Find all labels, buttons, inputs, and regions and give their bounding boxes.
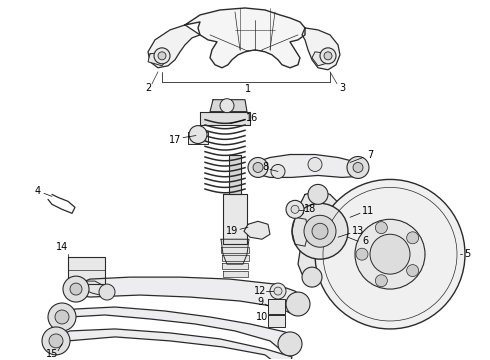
Text: 6: 6 (362, 236, 368, 246)
Circle shape (407, 232, 418, 244)
Polygon shape (302, 28, 340, 70)
Polygon shape (222, 263, 248, 269)
Polygon shape (188, 131, 208, 144)
Text: 1: 1 (245, 84, 251, 94)
Circle shape (220, 99, 234, 113)
Circle shape (308, 184, 328, 204)
Circle shape (370, 234, 410, 274)
Text: 17: 17 (169, 135, 181, 145)
Polygon shape (287, 205, 303, 213)
Text: 18: 18 (304, 204, 316, 214)
Text: 3: 3 (339, 83, 345, 93)
Polygon shape (298, 192, 345, 277)
Circle shape (63, 276, 89, 302)
Circle shape (347, 157, 369, 179)
Text: 9: 9 (257, 297, 263, 307)
Circle shape (189, 126, 207, 144)
Circle shape (270, 283, 286, 299)
Circle shape (375, 222, 388, 234)
Text: 19: 19 (226, 226, 238, 236)
Text: 5: 5 (464, 249, 470, 259)
Text: 11: 11 (362, 206, 374, 216)
Circle shape (49, 334, 63, 348)
Circle shape (55, 310, 69, 324)
Polygon shape (222, 271, 247, 277)
Circle shape (320, 48, 336, 64)
Polygon shape (255, 154, 360, 177)
Circle shape (292, 203, 348, 259)
Circle shape (154, 48, 170, 64)
Circle shape (356, 248, 368, 260)
Polygon shape (268, 315, 285, 327)
Circle shape (48, 303, 76, 331)
Circle shape (312, 223, 328, 239)
Circle shape (291, 205, 299, 213)
Polygon shape (268, 299, 285, 314)
Circle shape (158, 52, 166, 60)
Circle shape (99, 284, 115, 300)
Polygon shape (221, 239, 249, 264)
Circle shape (315, 179, 465, 329)
Circle shape (407, 265, 418, 276)
Polygon shape (148, 52, 168, 66)
Polygon shape (223, 194, 247, 244)
Text: 13: 13 (352, 226, 364, 236)
Polygon shape (210, 100, 247, 112)
Polygon shape (229, 154, 241, 194)
Circle shape (375, 275, 388, 287)
Text: 7: 7 (367, 149, 373, 159)
Text: 10: 10 (256, 312, 268, 322)
Polygon shape (148, 25, 200, 68)
Polygon shape (221, 247, 249, 253)
Text: 4: 4 (35, 186, 41, 197)
Polygon shape (221, 255, 248, 261)
Text: 8: 8 (262, 162, 268, 172)
Polygon shape (68, 257, 105, 284)
Circle shape (42, 327, 70, 355)
Circle shape (278, 332, 302, 356)
Polygon shape (200, 112, 250, 125)
Circle shape (355, 219, 425, 289)
Polygon shape (292, 217, 308, 246)
Circle shape (70, 283, 82, 295)
Circle shape (286, 292, 310, 316)
Polygon shape (54, 329, 292, 360)
Circle shape (286, 201, 304, 218)
Text: 14: 14 (56, 242, 68, 252)
Circle shape (274, 287, 282, 295)
Text: 16: 16 (246, 113, 258, 123)
Circle shape (353, 162, 363, 172)
Text: 2: 2 (145, 83, 151, 93)
Circle shape (248, 157, 268, 177)
Circle shape (324, 52, 332, 60)
Circle shape (304, 215, 336, 247)
Polygon shape (244, 221, 270, 239)
Text: 12: 12 (254, 286, 266, 296)
Circle shape (302, 267, 322, 287)
Text: 15: 15 (46, 349, 58, 359)
Circle shape (308, 157, 322, 171)
Polygon shape (185, 8, 305, 68)
Polygon shape (70, 277, 305, 313)
Polygon shape (60, 307, 298, 351)
Circle shape (271, 165, 285, 179)
Polygon shape (312, 52, 332, 66)
Circle shape (253, 162, 263, 172)
Polygon shape (78, 281, 110, 297)
